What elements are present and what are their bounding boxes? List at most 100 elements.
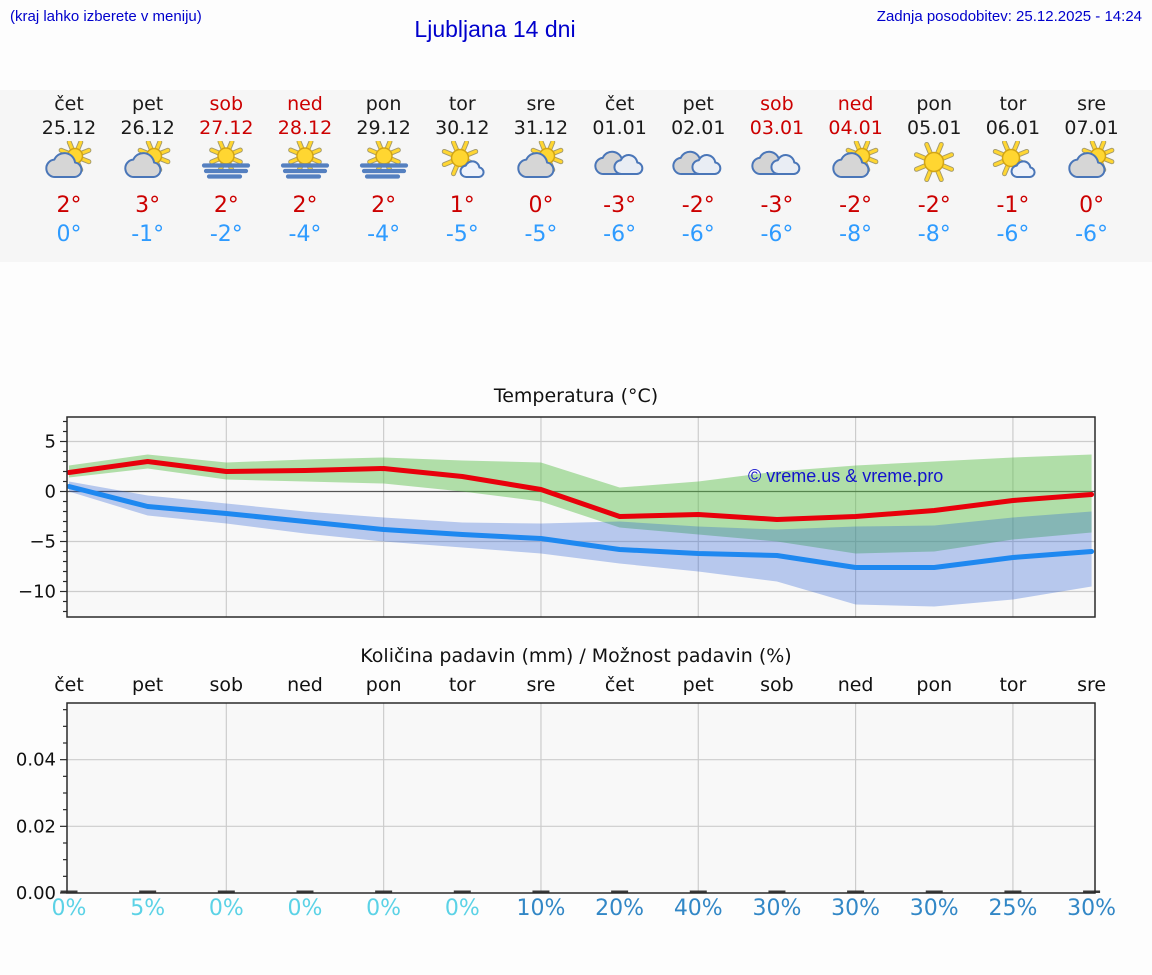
- precip-probability: 30%: [752, 896, 802, 921]
- temp-min: -1°: [131, 222, 165, 247]
- day-date: 05.01: [907, 117, 962, 139]
- forecast-day-04.01: ned 04.01 -2° -8°: [816, 93, 895, 249]
- forecast-day-26.12: pet 26.12 3° -1°: [108, 93, 187, 249]
- sun-small-cloud-icon: [992, 141, 1036, 179]
- temp-min: 0°: [56, 222, 82, 247]
- forecast-day-30.12: tor 30.12 1° -5°: [423, 93, 502, 249]
- temp-ytick-label: 5: [45, 432, 56, 453]
- precip-day-labels: čet pet sob ned pon tor sre čet pet sob ned pon tor s…: [0, 674, 1152, 698]
- forecast-day-03.01: sob 03.01 -3° -6°: [737, 93, 816, 249]
- temp-max: 2°: [56, 193, 82, 218]
- max-temp-line: [66, 459, 1095, 522]
- precip-probability: 25%: [988, 896, 1038, 921]
- temp-min: -6°: [996, 222, 1030, 247]
- precip-bar: [689, 890, 707, 893]
- temp-ytick-label: 0: [45, 482, 56, 503]
- precip-day-label: tor: [999, 674, 1027, 696]
- day-date: 26.12: [120, 117, 175, 139]
- day-date: 27.12: [199, 117, 254, 139]
- precip-day-label: sre: [1077, 674, 1107, 696]
- precip-day-label: sob: [760, 674, 794, 696]
- forecast-strip: čet 25.12 2° 0° pet 26.12 3° -1° sob 27.12 2° -2° ne…: [0, 90, 1152, 262]
- day-date: 01.01: [592, 117, 647, 139]
- sun-cloud-icon: [123, 141, 171, 179]
- sun-cloud-icon: [831, 141, 878, 179]
- day-date: 29.12: [356, 117, 411, 139]
- temp-min: -5°: [524, 222, 558, 247]
- precip-bar: [768, 890, 786, 893]
- temp-max: 3°: [135, 193, 161, 218]
- precip-day-label: ned: [287, 674, 323, 696]
- day-date: 30.12: [435, 117, 490, 139]
- watermark-link[interactable]: © vreme.us & vreme.pro: [748, 466, 944, 486]
- temp-min: -6°: [681, 222, 715, 247]
- precip-bar: [847, 890, 865, 893]
- day-name: sre: [1077, 93, 1107, 115]
- clouds-icon: [751, 150, 801, 176]
- day-name: tor: [448, 93, 476, 115]
- last-updated-label: Zadnja posodobitev: 25.12.2025 - 14:24: [876, 8, 1142, 25]
- precip-bar: [611, 890, 629, 893]
- precip-bar: [60, 890, 78, 893]
- precip-bar: [1083, 890, 1101, 893]
- day-name: pon: [365, 93, 402, 115]
- precip-probability: 0%: [51, 896, 87, 921]
- precip-bar: [1004, 890, 1022, 893]
- forecast-day-27.12: sob 27.12 2° -2°: [187, 93, 266, 249]
- sun-cloud-icon: [1067, 141, 1114, 179]
- temp-max: 2°: [213, 193, 239, 218]
- precip-bar: [296, 890, 314, 893]
- day-date: 04.01: [828, 117, 883, 139]
- temp-max: 1°: [449, 193, 475, 218]
- precip-day-label: pon: [916, 674, 953, 696]
- precip-day-label: pet: [682, 674, 714, 696]
- sun-cloud-icon: [45, 141, 92, 179]
- sun-icon: [914, 141, 955, 183]
- temp-min: -4°: [288, 222, 322, 247]
- day-date: 28.12: [277, 117, 333, 139]
- temp-max: -3°: [603, 193, 637, 218]
- temp-min: -6°: [603, 222, 637, 247]
- temp-ytick-label: −10: [18, 582, 56, 603]
- fog-sun-icon: [280, 141, 330, 179]
- forecast-day-01.01: čet 01.01 -3° -6°: [580, 93, 659, 249]
- temp-min: -2°: [209, 222, 243, 247]
- day-date: 06.01: [985, 117, 1041, 139]
- forecast-day-25.12: čet 25.12 2° 0°: [30, 93, 109, 249]
- day-name: pet: [682, 93, 714, 115]
- temp-max: -1°: [996, 193, 1030, 218]
- precip-ytick-label: 0.04: [16, 750, 56, 771]
- forecast-day-29.12: pon 29.12 2° -4°: [344, 93, 423, 249]
- temp-max: -2°: [917, 193, 951, 218]
- day-name: pet: [132, 93, 164, 115]
- precip-day-label: sre: [526, 674, 556, 696]
- precip-probability-row: 0% 5% 0% 0% 0% 0% 10% 20% 40% 30% 30% 30% 25% 30%: [0, 896, 1152, 926]
- min-temp-line: [66, 484, 1095, 570]
- temp-max: 2°: [371, 193, 397, 218]
- forecast-day-31.12: sre 31.12 0° -5°: [501, 93, 580, 249]
- precip-probability: 0%: [444, 896, 480, 921]
- precip-ytick-label: 0.00: [16, 883, 56, 904]
- temp-max: 0°: [1079, 193, 1105, 218]
- precip-bar: [217, 890, 235, 893]
- precip-day-label: ned: [837, 674, 874, 696]
- precip-probability: 5%: [130, 896, 166, 921]
- location-hint: (kraj lahko izberete v meniju): [10, 8, 202, 25]
- day-name: čet: [54, 93, 84, 115]
- temp-min: -4°: [367, 222, 401, 247]
- temp-max: -2°: [681, 193, 715, 218]
- sun-small-cloud-icon: [442, 141, 485, 179]
- day-name: ned: [287, 93, 323, 115]
- precip-probability: 0%: [366, 896, 402, 921]
- precip-bar: [139, 890, 157, 893]
- forecast-day-02.01: pet 02.01 -2° -6°: [659, 93, 738, 249]
- precip-day-label: čet: [604, 674, 635, 696]
- precip-probability: 40%: [673, 896, 723, 921]
- precip-day-label: čet: [54, 674, 84, 696]
- temp-ytick-label: −5: [29, 532, 56, 553]
- temp-min: -8°: [917, 222, 951, 247]
- precip-probability: 30%: [909, 896, 959, 921]
- precip-chart-title: Količina padavin (mm) / Možnost padavin …: [360, 645, 792, 667]
- fog-sun-icon: [202, 141, 251, 179]
